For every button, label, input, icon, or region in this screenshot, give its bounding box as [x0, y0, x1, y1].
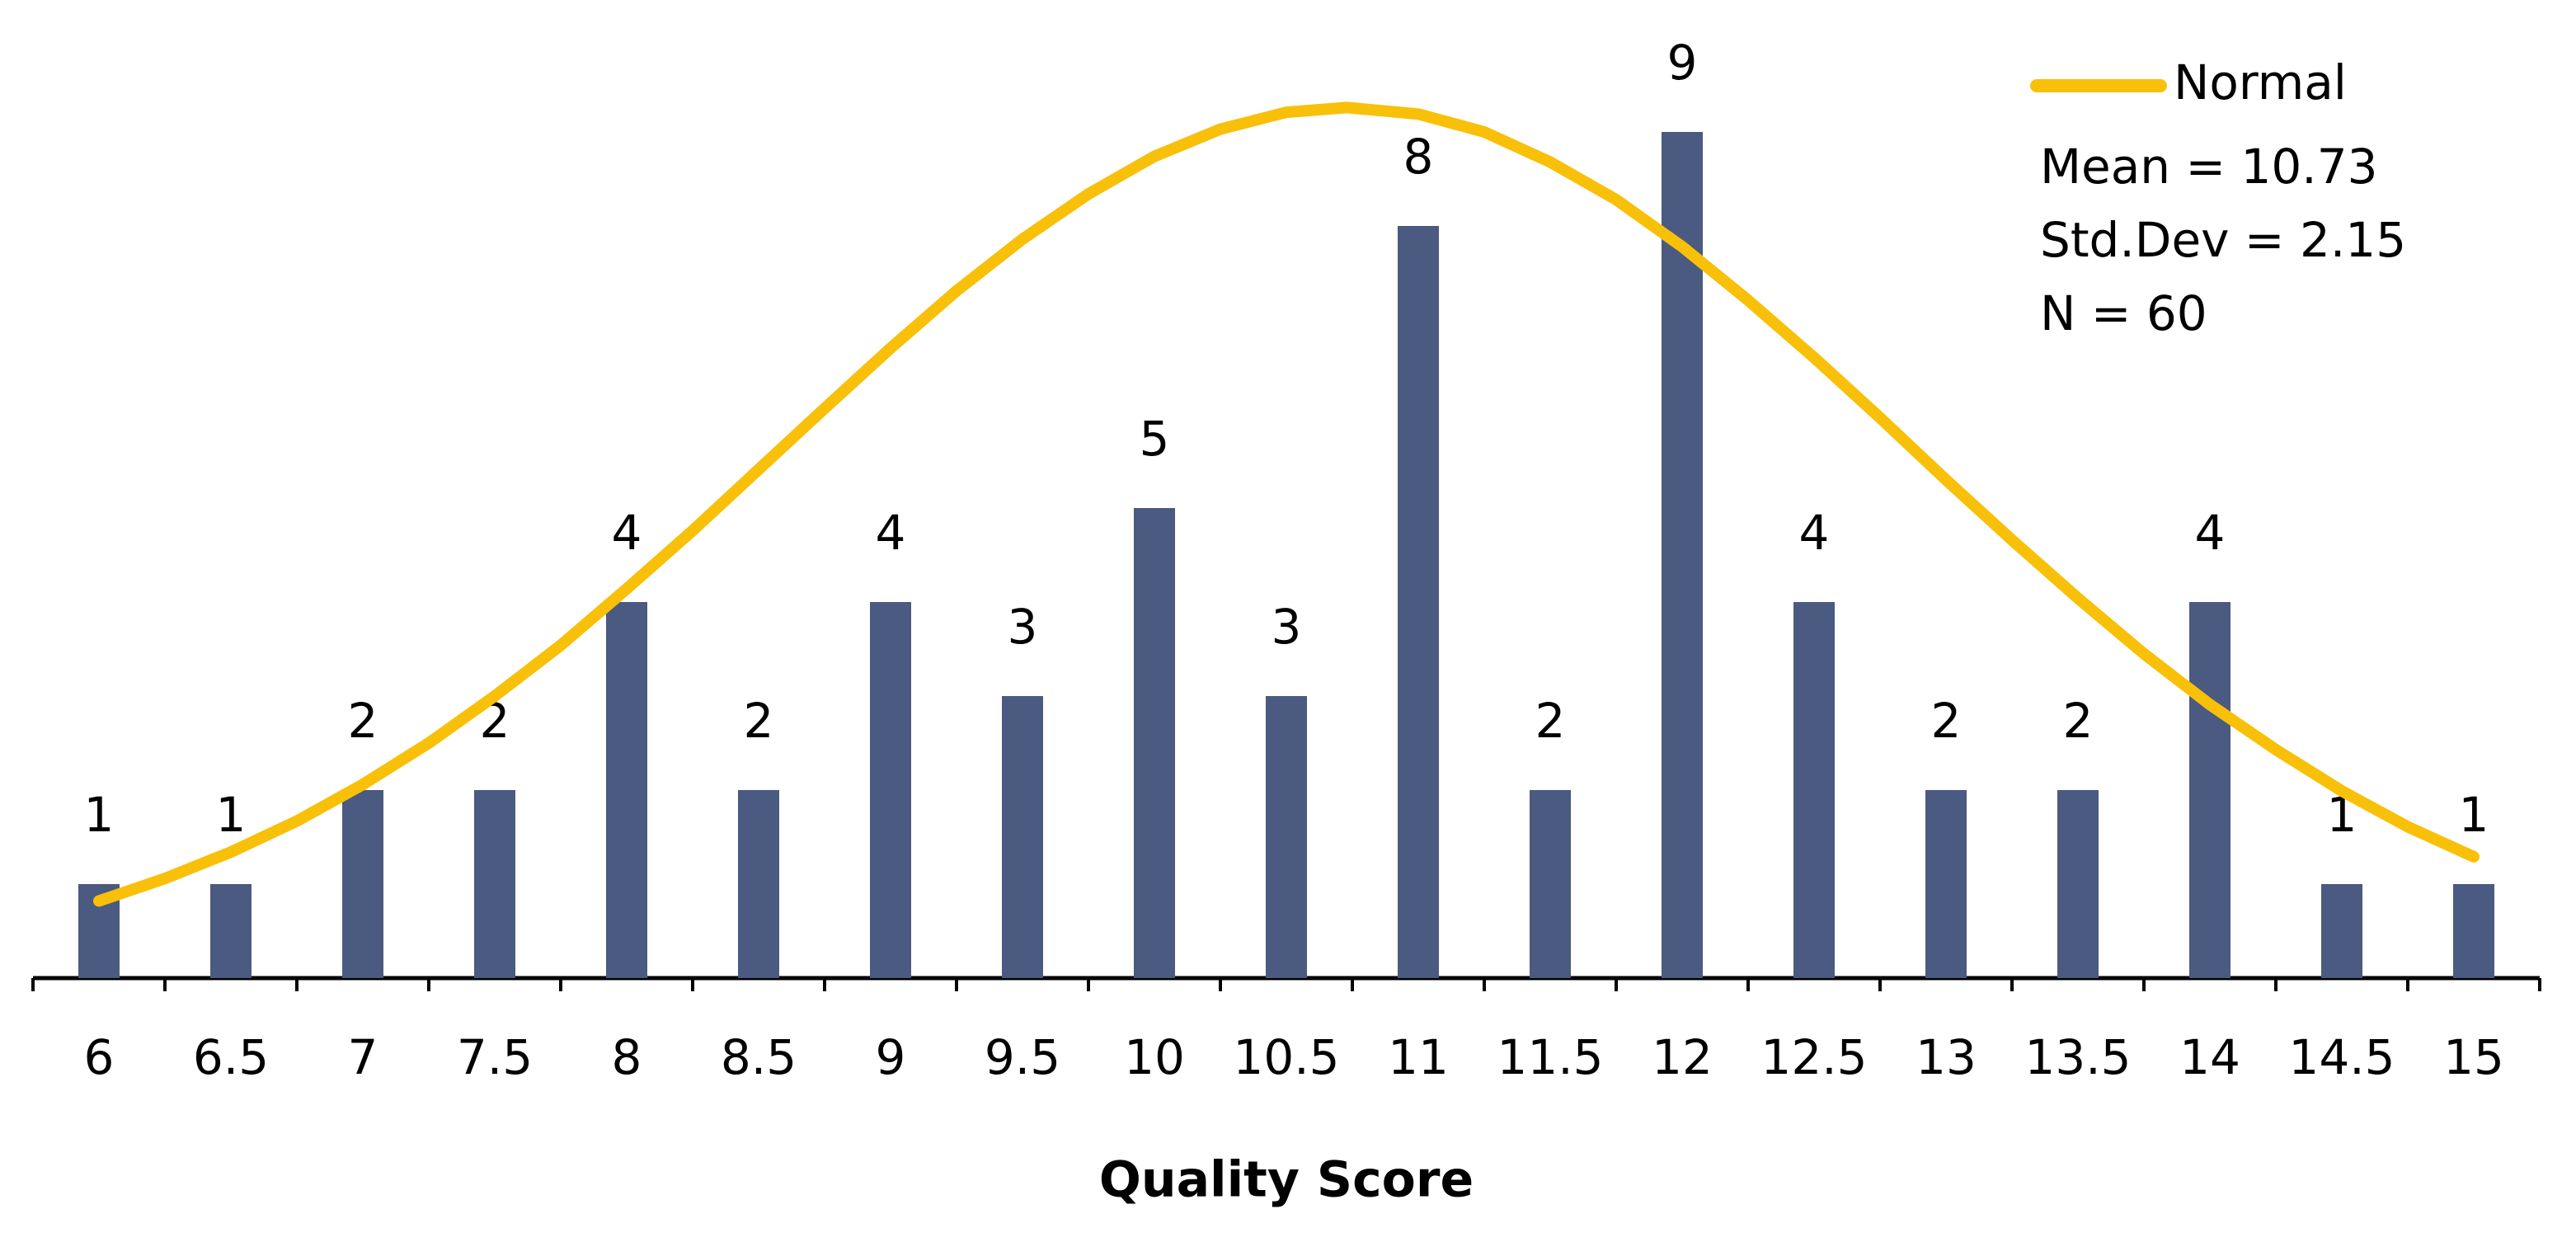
bar	[474, 790, 515, 978]
x-tick-label: 11.5	[1497, 1029, 1603, 1085]
bar	[606, 602, 647, 978]
bar	[738, 790, 779, 978]
x-tick-label: 6.5	[193, 1029, 269, 1085]
x-tick-label: 13.5	[2024, 1029, 2131, 1085]
value-label: 1	[84, 787, 115, 843]
bar	[2453, 884, 2494, 978]
x-tick-label: 9.5	[985, 1029, 1060, 1085]
bar	[1530, 790, 1571, 978]
value-label: 4	[876, 505, 906, 561]
annotation: Mean = 10.73	[2040, 139, 2378, 195]
value-label: 5	[1140, 411, 1170, 467]
x-tick-label: 6	[84, 1029, 115, 1085]
x-tick-label: 10	[1124, 1029, 1185, 1085]
value-label: 9	[1667, 35, 1698, 91]
x-tick-label: 8	[612, 1029, 642, 1085]
bar	[1925, 790, 1967, 978]
bar	[2321, 884, 2362, 978]
bar	[210, 884, 251, 978]
annotation: N = 60	[2040, 285, 2207, 341]
x-tick-label: 7.5	[457, 1029, 533, 1085]
value-label: 1	[216, 787, 247, 843]
x-tick-label: 14	[2179, 1029, 2240, 1085]
value-label: 4	[1799, 505, 1830, 561]
value-label: 4	[2195, 505, 2226, 561]
value-label: 2	[2063, 693, 2094, 749]
value-label: 3	[1272, 599, 1302, 655]
legend-label: Normal	[2174, 54, 2347, 111]
x-tick-label: 12	[1652, 1029, 1713, 1085]
value-label: 1	[2459, 787, 2489, 843]
bar	[1266, 696, 1307, 978]
normal-curve	[93, 101, 2480, 907]
bar	[2057, 790, 2099, 978]
bar	[870, 602, 911, 978]
bar	[1662, 132, 1703, 978]
x-tick-label: 11	[1388, 1029, 1449, 1085]
x-tick-label: 10.5	[1233, 1029, 1339, 1085]
bar	[1398, 226, 1439, 978]
value-label: 2	[348, 693, 378, 749]
x-axis-label: Quality Score	[1099, 1151, 1474, 1209]
bar	[1793, 602, 1835, 978]
x-tick-label: 14.5	[2288, 1029, 2395, 1085]
x-tick-label: 7	[348, 1029, 378, 1085]
value-label: 2	[1535, 693, 1566, 749]
bar	[2189, 602, 2230, 978]
value-label: 4	[612, 505, 642, 561]
bar	[1134, 508, 1175, 978]
value-label: 3	[1008, 599, 1038, 655]
value-label: 8	[1403, 129, 1434, 185]
x-tick-label: 12.5	[1760, 1029, 1867, 1085]
annotation: Std.Dev = 2.15	[2040, 212, 2406, 268]
x-tick-label: 9	[876, 1029, 906, 1085]
x-tick-label: 15	[2443, 1029, 2504, 1085]
x-tick-label: 13	[1916, 1029, 1977, 1085]
value-label: 2	[1931, 693, 1962, 749]
value-label: 2	[744, 693, 774, 749]
bar	[342, 790, 383, 978]
x-tick-label: 8.5	[721, 1029, 797, 1085]
bar	[1002, 696, 1043, 978]
